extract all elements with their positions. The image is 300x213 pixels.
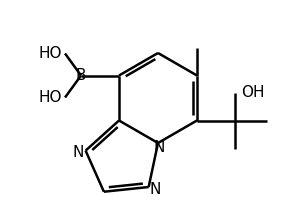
Text: B: B [76,68,86,83]
Text: N: N [153,141,165,155]
Text: HO: HO [38,90,62,105]
Text: HO: HO [38,46,62,61]
Text: N: N [73,145,84,160]
Text: OH: OH [241,85,265,100]
Text: N: N [150,181,161,197]
